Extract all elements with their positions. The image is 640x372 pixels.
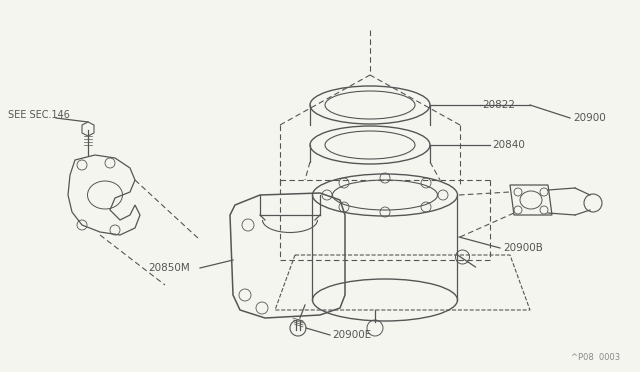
Text: 20840: 20840 [492, 140, 525, 150]
Text: 20900: 20900 [573, 113, 605, 123]
Text: SEE SEC.146: SEE SEC.146 [8, 110, 70, 120]
Text: 20850M: 20850M [148, 263, 189, 273]
Text: ^P08  0003: ^P08 0003 [571, 353, 620, 362]
Text: 20900E: 20900E [332, 330, 371, 340]
Text: 20900B: 20900B [503, 243, 543, 253]
Text: 20822: 20822 [482, 100, 515, 110]
